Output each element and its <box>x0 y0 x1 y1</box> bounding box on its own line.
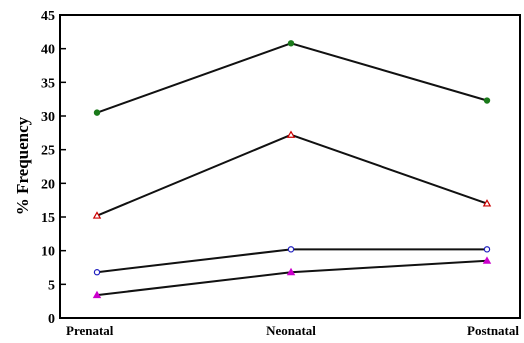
series-3 <box>93 246 491 276</box>
data-point <box>287 246 295 253</box>
series-1 <box>93 40 491 116</box>
y-axis: 0 5 10 15 20 25 30 35 40 45 <box>41 9 66 327</box>
series-line <box>96 248 487 274</box>
plot-frame <box>59 14 521 319</box>
data-point <box>92 211 102 219</box>
data-point <box>286 130 296 138</box>
data-point <box>483 97 491 104</box>
y-tick-label: 5 <box>48 278 55 293</box>
y-tick-label: 35 <box>41 76 55 91</box>
y-tick-label: 15 <box>41 211 55 226</box>
y-axis-title: % Frequency <box>13 116 32 215</box>
data-point <box>482 256 492 264</box>
y-tick-label: 0 <box>48 312 55 327</box>
x-tick-label: Neonatal <box>266 323 316 338</box>
data-point <box>93 269 101 276</box>
data-point <box>92 290 102 299</box>
y-tick-label: 10 <box>41 245 55 260</box>
series-2 <box>92 130 492 219</box>
y-tick-label: 30 <box>41 110 55 125</box>
y-tick-label: 20 <box>41 177 55 192</box>
series-layer <box>92 40 492 299</box>
series-4 <box>92 256 492 299</box>
y-tick-label: 45 <box>41 9 55 24</box>
x-tick-label: Prenatal <box>66 323 114 338</box>
series-line <box>96 42 488 114</box>
data-point <box>482 199 492 207</box>
y-tick-label: 25 <box>41 144 55 159</box>
series-line <box>96 133 488 217</box>
data-point <box>286 267 296 276</box>
data-point <box>287 40 295 47</box>
data-point <box>93 109 101 116</box>
x-tick-label: Postnatal <box>467 323 519 338</box>
data-point <box>483 246 491 253</box>
y-tick-label: 40 <box>41 43 55 58</box>
x-axis: Prenatal Neonatal Postnatal <box>66 323 519 338</box>
